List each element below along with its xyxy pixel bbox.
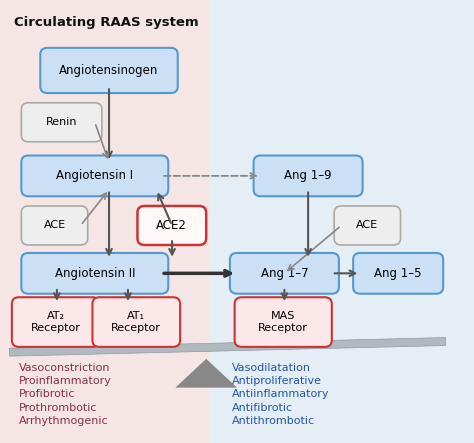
Text: ACE2: ACE2	[156, 219, 187, 232]
Text: Ang 1–7: Ang 1–7	[261, 267, 308, 280]
Bar	[0, 0, 209, 443]
Text: MAS
Receptor: MAS Receptor	[258, 311, 308, 333]
Bar	[209, 0, 474, 443]
Text: AT₂
Receptor: AT₂ Receptor	[31, 311, 81, 333]
FancyBboxPatch shape	[12, 297, 100, 347]
Text: Ang 1–9: Ang 1–9	[284, 169, 332, 183]
FancyBboxPatch shape	[235, 297, 332, 347]
FancyBboxPatch shape	[40, 48, 178, 93]
Text: ACE: ACE	[356, 221, 378, 230]
FancyBboxPatch shape	[92, 297, 180, 347]
FancyBboxPatch shape	[254, 155, 363, 196]
Text: Vasoconstriction: Vasoconstriction	[19, 363, 110, 373]
FancyBboxPatch shape	[21, 155, 168, 196]
Text: Ang 1–5: Ang 1–5	[374, 267, 422, 280]
Text: Antifibrotic: Antifibrotic	[232, 403, 293, 412]
FancyBboxPatch shape	[334, 206, 401, 245]
Text: Proinflammatory: Proinflammatory	[19, 376, 112, 386]
Text: Antithrombotic: Antithrombotic	[232, 416, 315, 426]
FancyBboxPatch shape	[230, 253, 339, 294]
Text: Antiinflammatory: Antiinflammatory	[232, 389, 330, 399]
Polygon shape	[9, 338, 446, 356]
FancyBboxPatch shape	[21, 103, 102, 142]
Text: Angiotensinogen: Angiotensinogen	[59, 64, 159, 77]
Text: Antiproliferative: Antiproliferative	[232, 376, 322, 386]
Text: Profibrotic: Profibrotic	[19, 389, 75, 399]
Text: AT₁
Receptor: AT₁ Receptor	[111, 311, 161, 333]
FancyBboxPatch shape	[353, 253, 443, 294]
FancyBboxPatch shape	[21, 206, 88, 245]
Text: Angiotensin II: Angiotensin II	[55, 267, 135, 280]
Text: ACE: ACE	[44, 221, 65, 230]
Text: Renin: Renin	[46, 117, 77, 127]
Text: Vasodilatation: Vasodilatation	[232, 363, 311, 373]
Text: Angiotensin I: Angiotensin I	[56, 169, 133, 183]
Text: Circulating RAAS system: Circulating RAAS system	[14, 16, 199, 28]
FancyBboxPatch shape	[137, 206, 206, 245]
Polygon shape	[175, 359, 237, 388]
Text: Arrhythmogenic: Arrhythmogenic	[19, 416, 109, 426]
Text: Prothrombotic: Prothrombotic	[19, 403, 98, 412]
FancyBboxPatch shape	[21, 253, 168, 294]
